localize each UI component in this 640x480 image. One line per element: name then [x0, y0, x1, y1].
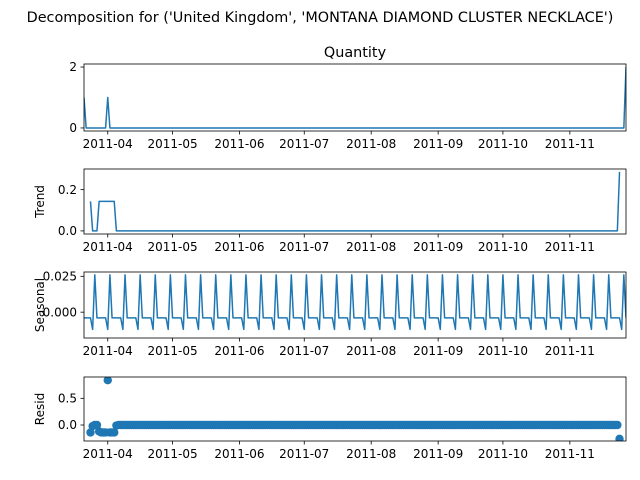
resid-data [86, 377, 624, 441]
y-tick-label: 0 [69, 121, 77, 135]
x-tick-label: 2011-10 [478, 344, 528, 358]
x-tick-label: 2011-08 [346, 447, 396, 461]
x-tick-label: 2011-06 [214, 240, 264, 254]
panel-trend: 2011-04 2011-05 2011-06 2011-07 2011-08 2011-… [33, 168, 627, 254]
resid-point [103, 377, 112, 385]
observed-data [84, 67, 626, 129]
observed-title: Quantity [324, 45, 387, 61]
x-tick-label: 2011-09 [413, 137, 463, 151]
x-tick-label: 2011-04 [83, 137, 133, 151]
x-tick-label: 2011-05 [147, 240, 197, 254]
x-tick-label: 2011-10 [478, 240, 528, 254]
x-tick-label: 2011-08 [346, 344, 396, 358]
figure-suptitle: Decomposition for ('United Kingdom', 'MO… [27, 10, 614, 26]
y-tick-label: 0.5 [58, 392, 77, 406]
x-tick-label: 2011-11 [545, 447, 595, 461]
y-tick-label: 0.2 [58, 183, 77, 197]
x-tick-label: 2011-09 [413, 240, 463, 254]
seasonal-line [84, 274, 626, 331]
x-tick-label: 2011-05 [147, 344, 197, 358]
panel-observed: 2011-04 2011-05 2011-06 2011-07 2011-08 2011-… [69, 45, 627, 151]
y-tick-label: 0.025 [43, 270, 77, 284]
x-tick-label: 2011-11 [545, 344, 595, 358]
observed-line [84, 67, 626, 129]
x-tick-label: 2011-07 [279, 137, 329, 151]
resid-point [613, 420, 622, 430]
x-tick-label: 2011-04 [83, 240, 133, 254]
x-tick-label: 2011-06 [214, 137, 264, 151]
trend-data [89, 171, 621, 232]
x-tick-label: 2011-09 [413, 447, 463, 461]
y-tick-label: 2 [69, 60, 77, 74]
resid-ylabel: Resid [33, 393, 47, 425]
x-tick-label: 2011-11 [545, 137, 595, 151]
x-tick-label: 2011-04 [83, 447, 133, 461]
x-tick-label: 2011-05 [147, 447, 197, 461]
seasonal-ylabel: Seasonal [33, 278, 47, 332]
x-tick-label: 2011-07 [279, 240, 329, 254]
x-tick-label: 2011-11 [545, 240, 595, 254]
seasonal-axes-frame [83, 271, 627, 339]
x-tick-label: 2011-07 [279, 447, 329, 461]
resid-axes-frame [83, 376, 627, 442]
y-tick-label: 0.0 [58, 418, 77, 432]
resid-point [86, 428, 95, 437]
x-tick-label: 2011-04 [83, 344, 133, 358]
trend-axes-frame [83, 168, 627, 235]
panel-seasonal: 2011-04 2011-05 2011-06 2011-07 2011-08 2011-… [33, 270, 627, 358]
y-tick-label: 0.0 [58, 224, 77, 238]
resid-point [92, 420, 102, 430]
x-tick-label: 2011-10 [478, 447, 528, 461]
x-tick-label: 2011-08 [346, 240, 396, 254]
x-tick-label: 2011-06 [214, 447, 264, 461]
trend-ylabel: Trend [33, 185, 47, 219]
y-tick-label: 0.000 [43, 305, 77, 319]
x-tick-label: 2011-06 [214, 344, 264, 358]
observed-axes-frame [83, 63, 627, 132]
x-tick-label: 2011-05 [147, 137, 197, 151]
panel-resid: 2011-04 2011-05 2011-06 2011-07 2011-08 2011-… [33, 376, 627, 461]
resid-point [110, 428, 119, 437]
resid-point [615, 434, 624, 441]
seasonal-data [84, 274, 626, 331]
trend-line [89, 171, 621, 232]
x-tick-label: 2011-10 [478, 137, 528, 151]
x-tick-label: 2011-07 [279, 344, 329, 358]
x-tick-label: 2011-09 [413, 344, 463, 358]
x-tick-label: 2011-08 [346, 137, 396, 151]
